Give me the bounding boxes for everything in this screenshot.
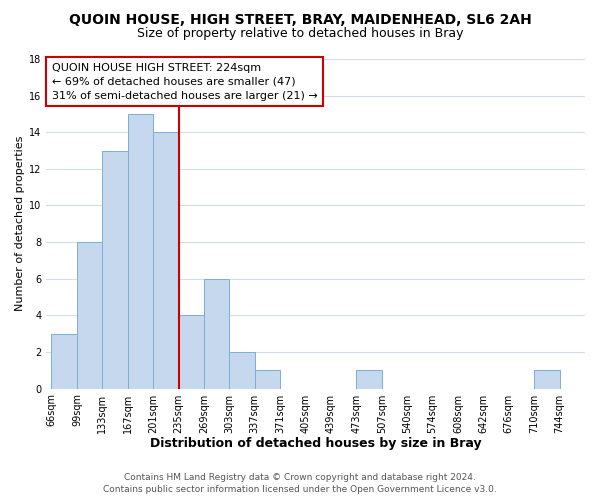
Y-axis label: Number of detached properties: Number of detached properties [15, 136, 25, 312]
Bar [179, 316, 204, 388]
Bar [102, 150, 128, 388]
Bar [77, 242, 102, 388]
Bar [255, 370, 280, 388]
Bar [52, 334, 77, 388]
X-axis label: Distribution of detached houses by size in Bray: Distribution of detached houses by size … [150, 437, 482, 450]
Bar [204, 278, 229, 388]
Bar [153, 132, 179, 388]
Bar [534, 370, 560, 388]
Text: Contains HM Land Registry data © Crown copyright and database right 2024.
Contai: Contains HM Land Registry data © Crown c… [103, 472, 497, 494]
Text: QUOIN HOUSE, HIGH STREET, BRAY, MAIDENHEAD, SL6 2AH: QUOIN HOUSE, HIGH STREET, BRAY, MAIDENHE… [68, 12, 532, 26]
Bar [356, 370, 382, 388]
Bar [229, 352, 255, 389]
Bar [128, 114, 153, 388]
Text: Size of property relative to detached houses in Bray: Size of property relative to detached ho… [137, 28, 463, 40]
Text: QUOIN HOUSE HIGH STREET: 224sqm
← 69% of detached houses are smaller (47)
31% of: QUOIN HOUSE HIGH STREET: 224sqm ← 69% of… [52, 62, 318, 100]
